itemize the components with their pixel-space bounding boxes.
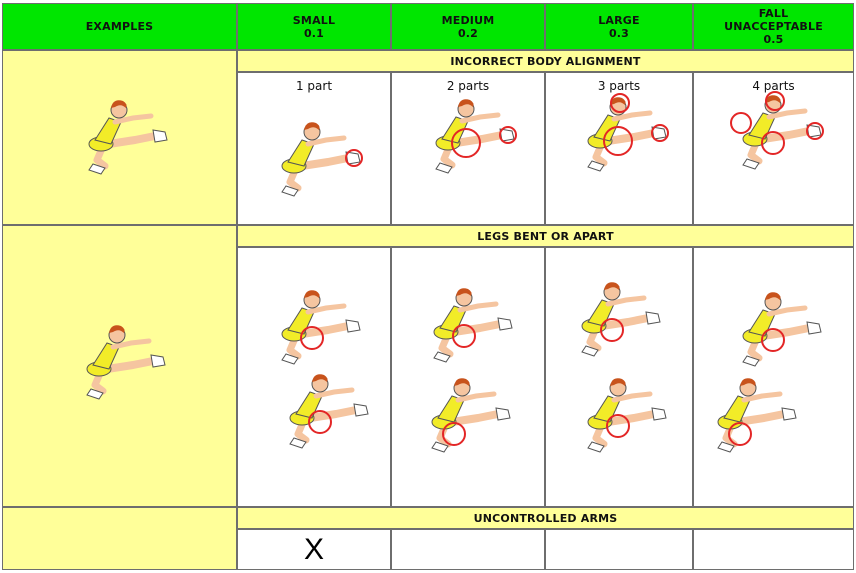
cell-legs-small — [237, 247, 391, 507]
jumper-figure — [268, 286, 368, 366]
header-fall: FALL UNACCEPTABLE 0.5 — [693, 3, 854, 50]
fault-circle — [806, 122, 824, 140]
header-examples: EXAMPLES — [2, 3, 237, 50]
jumper-figure — [75, 96, 175, 176]
fault-circle — [728, 422, 752, 446]
fault-circle — [606, 414, 630, 438]
fault-circle — [452, 324, 476, 348]
fault-circle — [610, 93, 630, 113]
jumper-figure — [574, 93, 674, 173]
fault-circle — [451, 128, 481, 158]
jumper-body — [281, 290, 361, 365]
cell-arms-small: X — [237, 529, 391, 570]
header-medium: MEDIUM 0.2 — [391, 3, 545, 50]
section-title-legs: LEGS BENT OR APART — [237, 225, 854, 247]
jumper-figure — [268, 118, 368, 198]
fault-circle — [600, 318, 624, 342]
fault-circle — [603, 126, 633, 156]
jumper-body — [433, 288, 513, 363]
parts-count: 3 parts — [597, 79, 641, 93]
empty-mark — [546, 530, 692, 569]
jumper-figure — [276, 370, 376, 450]
fault-circle — [765, 91, 785, 111]
fault-circle — [442, 422, 466, 446]
jumper-figure — [729, 288, 829, 368]
fault-circle — [761, 328, 785, 352]
jumper-body — [281, 122, 361, 197]
jumper-body — [289, 374, 369, 449]
fault-circle — [345, 149, 363, 167]
jumper-figure — [729, 91, 829, 171]
cell-alignment-small: 1 part — [237, 72, 391, 225]
jumper-body — [435, 99, 515, 174]
cell-arms-large — [545, 529, 693, 570]
jumper-body — [88, 100, 168, 175]
jumper-body — [717, 378, 797, 453]
empty-mark — [392, 530, 544, 569]
example-cell-alignment — [2, 50, 237, 225]
parts-count: 2 parts — [446, 79, 490, 93]
jumper-body — [742, 292, 822, 367]
section-title-arms: UNCONTROLLED ARMS — [237, 507, 854, 529]
cell-legs-fall — [693, 247, 854, 507]
cell-alignment-large: 3 parts — [545, 72, 693, 225]
fault-circle — [499, 126, 517, 144]
cell-arms-fall — [693, 529, 854, 570]
example-cell-legs — [2, 225, 237, 507]
cell-legs-large — [545, 247, 693, 507]
jumper-figure — [420, 284, 520, 364]
jumper-body — [431, 378, 511, 453]
cell-arms-medium — [391, 529, 545, 570]
jumper-body — [742, 95, 822, 170]
header-small: SMALL 0.1 — [237, 3, 391, 50]
jumper-body — [581, 282, 661, 357]
jumper-figure — [574, 374, 674, 454]
example-cell-arms — [2, 507, 237, 570]
fault-circle — [308, 410, 332, 434]
fault-circle — [730, 112, 752, 134]
parts-count: 4 parts — [752, 79, 795, 93]
jumper-figure — [704, 374, 804, 454]
fault-circle — [300, 326, 324, 350]
cell-legs-medium — [391, 247, 545, 507]
jumper-figure — [418, 374, 518, 454]
section-title-alignment: INCORRECT BODY ALIGNMENT — [237, 50, 854, 72]
cell-alignment-fall: 4 parts — [693, 72, 854, 225]
empty-mark — [694, 530, 853, 569]
jumper-figure — [568, 278, 668, 358]
jumper-body — [587, 378, 667, 453]
jumper-figure — [73, 321, 173, 401]
parts-count: 1 part — [295, 79, 333, 93]
x-mark: X — [303, 532, 324, 566]
jumper-body — [86, 325, 166, 400]
jumper-figure — [422, 95, 522, 175]
fault-circle — [761, 131, 785, 155]
cell-alignment-medium: 2 parts — [391, 72, 545, 225]
fault-circle — [651, 124, 669, 142]
header-large: LARGE 0.3 — [545, 3, 693, 50]
jumper-body — [587, 97, 667, 172]
